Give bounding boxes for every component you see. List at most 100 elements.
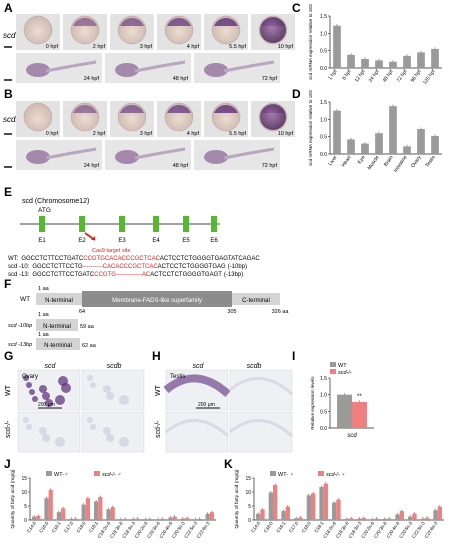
g-cell-r0c1-2 [119, 395, 129, 405]
panel-h-row1: WT [155, 384, 162, 396]
chart-k-ytick-label-3: 15 [245, 476, 251, 482]
chart-c-category-6: 96 hpf [410, 68, 423, 83]
chart-j-category-3: C17:0 [63, 520, 74, 533]
chart-j-bar-s0-c7 [118, 519, 123, 520]
chart-k-bar-s0-c9 [370, 519, 375, 520]
chart-c-bar-s0-c6 [417, 52, 425, 68]
chart-d-category-0: Liver [328, 154, 339, 167]
chart-k-bar-s1-c13 [425, 517, 430, 520]
chart-c-category-3: 24 hpf [368, 68, 381, 83]
b-time-label-0: 0 hpf [46, 131, 59, 137]
chart-c-category-1: 6 hpf [341, 68, 353, 81]
panel-i-legend-wt: WT [338, 363, 347, 369]
chart-j-bar-s0-c4 [81, 504, 86, 520]
panel-h-tissue: Testis [170, 374, 185, 380]
chart-k-bar-s1-c11 [399, 511, 404, 520]
b-larva-head-0 [26, 150, 50, 164]
chart-c-category-2: 12 hpf [354, 68, 367, 83]
chart-k-ytick-label-2: 10 [245, 490, 251, 496]
chart-k-bar-s0-c6 [332, 502, 337, 520]
chart-k-bar-s1-c5 [323, 483, 328, 520]
a-time-label-3: 4 hpf [187, 44, 200, 50]
exon-label-2: E2 [78, 238, 86, 244]
chart-k-bar-s0-c7 [344, 518, 349, 520]
a-larva-head-2 [204, 63, 228, 77]
chart-j-bar-s0-c6 [106, 509, 111, 520]
b-time-label-5: 10 hpf [278, 131, 294, 137]
a-larva-tail-0 [45, 60, 97, 73]
panel-d: D 0.0 0.5 1.0 1.5 Liver Heart Eye Muscle BrainIn… [292, 87, 442, 174]
chart-k-bar-s1-c1 [273, 485, 278, 520]
b-time-label-3: 4 hpf [187, 131, 200, 137]
chart-j-bar-s1-c13 [197, 518, 202, 520]
m13-aa-start: 1 aa [38, 332, 50, 338]
b-larva-tail-0 [45, 147, 97, 160]
chart-k-legend-mut: scd-/- ♀ [326, 472, 345, 478]
chart-d-y-label: scd mRNA expression relative to 18S [308, 90, 313, 166]
panel-g-scale: 200 μm [38, 402, 55, 408]
wt-nterm-label: N-terminal [45, 298, 73, 304]
g-cell-r0c0-2 [55, 395, 65, 405]
membrane-domain-label: Membrane-FADS-like superfamily [112, 298, 202, 304]
chart-k-category-5: C18:1 [313, 520, 324, 533]
chart-k-category-3: C17:0 [288, 520, 299, 533]
chart-c-bar-s0-c7 [431, 48, 439, 68]
g-cell-r1c0-2 [55, 437, 65, 447]
chart-j-legend-mut-swatch [94, 471, 100, 476]
g-tile-r1c0 [17, 411, 81, 453]
wt-cterm-box [232, 293, 280, 305]
chart-j-bar-s1-c1 [48, 489, 53, 520]
a-time-label-2: 3 hpf [140, 44, 153, 50]
chart-k-bar-s0-c3 [294, 518, 299, 520]
panel-b-embryo-row-early: 0 hpf 2 hpf 3 hpf 4 hpf 5.5 hpf 10 hpf [4, 101, 295, 137]
g-cell-r0c0-9 [32, 396, 38, 402]
panel-g-row1: WT [5, 384, 12, 396]
panel-c-letter: C [292, 1, 301, 15]
chart-k-bar-s0-c8 [357, 518, 362, 520]
chart-d-bar-s0-c3 [375, 133, 383, 154]
b-larva-tail-2 [223, 147, 275, 160]
b-stain-2 [120, 105, 144, 113]
panel-e-atg: ATG [38, 207, 51, 214]
panel-b-embryo-row-late: 24 hpf 48 hpf 72 hpf [4, 140, 280, 170]
chart-j-bar-s1-c7 [123, 518, 128, 520]
g-cell-r0c0-0 [23, 375, 29, 381]
seq-scd-10: scd -10: GGCCTCTTCCTG----------CACACCCGCT… [8, 264, 247, 270]
chart-i-category-0: scd [347, 433, 357, 439]
chart-j-bar-s0-c3 [69, 518, 74, 520]
g-cell-r1c0-3 [26, 424, 32, 430]
chart-j-bar-s0-c9 [143, 519, 148, 520]
chart-j-ytick-label-2: 10 [21, 490, 27, 496]
panel-b-gene: scdb [3, 115, 20, 124]
g-cell-r1c1-1 [103, 427, 111, 435]
exon-1 [39, 216, 45, 232]
chart-j-bar-s1-c10 [160, 518, 165, 520]
chart-k-ytick-label-1: 5 [248, 504, 251, 510]
m10-aa-start: 1 aa [38, 312, 50, 318]
chart-i-ytick-label-2: 1.0 [320, 393, 327, 399]
wt-nterm-box [36, 293, 82, 305]
chart-c-category-7: 120 hpf [422, 68, 437, 86]
chart-j-ytick-label-0: 0 [24, 518, 27, 524]
chart-j-category-4: C18:0 [75, 520, 86, 533]
panel-h-col1: scd [193, 363, 205, 370]
b-larva-time-2: 72 hpf [262, 163, 278, 169]
chart-k-bar-s1-c8 [361, 518, 366, 520]
chart-k-bar-s0-c4 [306, 495, 311, 520]
chart-c-bar-s0-c4 [389, 61, 397, 68]
panel-g-col2: scdb [107, 363, 122, 370]
a-larva-time-1: 48 hpf [173, 76, 189, 82]
chart-k-bar-s0-c12 [408, 516, 413, 520]
panel-h-col2: scdb [247, 363, 262, 370]
panel-a-embryo-row-late: 24 hpf 48 hpf 72 hpf [4, 53, 280, 83]
chart-c-bar-s0-c1 [347, 54, 355, 68]
chart-j-ytick-label-3: 15 [21, 476, 27, 482]
g-cell-r0c1-4 [106, 392, 114, 400]
b-larva-time-0: 24 hpf [84, 163, 100, 169]
g-cell-r0c1-0 [87, 375, 93, 381]
chart-k-bar-s1-c4 [311, 493, 316, 520]
chart-k-category-14: C22:6n-3 [424, 520, 439, 539]
chart-k-category-4: C18:0 [301, 520, 312, 533]
